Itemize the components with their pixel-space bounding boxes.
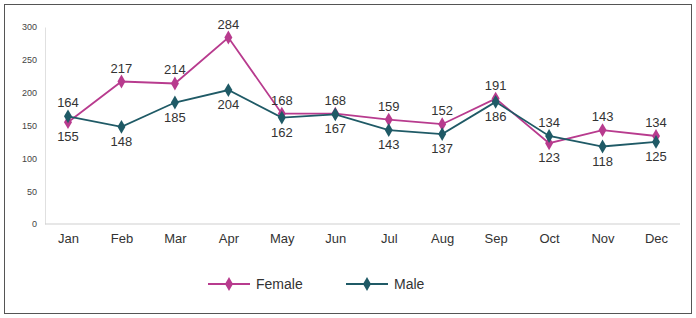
data-label: 123 xyxy=(538,150,560,165)
series-marker xyxy=(438,127,446,141)
series-marker xyxy=(171,77,179,91)
legend-item: Female xyxy=(208,276,303,292)
series-marker xyxy=(331,107,339,121)
series-line xyxy=(68,90,656,146)
x-tick: Jun xyxy=(325,224,346,246)
data-label: 168 xyxy=(271,93,293,108)
data-label: 168 xyxy=(324,93,346,108)
x-tick-label: Apr xyxy=(219,231,240,246)
y-tick-label: 50 xyxy=(27,187,37,197)
legend-marker xyxy=(225,277,233,291)
x-tick-label: Jul xyxy=(381,231,398,246)
frame xyxy=(5,5,692,314)
series-marker xyxy=(64,109,72,123)
x-axis-line xyxy=(45,224,680,225)
data-label: 134 xyxy=(538,115,560,130)
data-label: 159 xyxy=(378,99,400,114)
data-label: 217 xyxy=(111,61,133,76)
series-marker xyxy=(599,140,607,154)
data-label: 164 xyxy=(57,95,79,110)
series-marker xyxy=(545,129,553,143)
data-label: 143 xyxy=(378,137,400,152)
x-tick-label: Sep xyxy=(485,231,508,246)
plot-area xyxy=(64,31,660,154)
y-tick: 200 xyxy=(22,88,45,98)
series-marker xyxy=(492,95,500,109)
series-marker xyxy=(171,96,179,110)
data-labels: 155 217 214 284 168 168 159 152 191 123 143 134 164 1… xyxy=(57,17,667,169)
x-tick-label: May xyxy=(270,231,295,246)
y-tick-label: 0 xyxy=(32,219,37,229)
data-label: 152 xyxy=(431,103,453,118)
legend-label: Male xyxy=(394,276,425,292)
x-tick-label: Oct xyxy=(539,231,560,246)
data-label: 204 xyxy=(218,97,240,112)
legend-marker xyxy=(363,277,371,291)
data-label: 155 xyxy=(57,129,79,144)
series-marker xyxy=(224,83,232,97)
y-tick: 150 xyxy=(22,121,45,131)
x-tick: Aug xyxy=(431,224,454,246)
x-tick-label: Jan xyxy=(58,231,79,246)
x-tick-label: Nov xyxy=(591,231,615,246)
y-tick-label: 100 xyxy=(22,154,37,164)
series-marker xyxy=(385,123,393,137)
x-tick: Feb xyxy=(111,224,133,246)
legend-label: Female xyxy=(256,276,303,292)
series-marker xyxy=(278,111,286,125)
series-line xyxy=(68,38,656,144)
chart: 0 50 100 150 200 250 300 Jan Feb Mar Apr May Jun Jul A… xyxy=(0,0,696,318)
data-label: 137 xyxy=(431,141,453,156)
data-label: 125 xyxy=(645,149,667,164)
data-label: 162 xyxy=(271,125,293,140)
y-tick-label: 200 xyxy=(22,88,37,98)
x-tick: Nov xyxy=(591,224,615,246)
y-axis: 0 50 100 150 200 250 300 xyxy=(22,22,46,229)
data-label: 118 xyxy=(592,154,613,169)
series-marker xyxy=(224,31,232,45)
data-label: 185 xyxy=(164,110,186,125)
data-label: 214 xyxy=(164,62,186,77)
data-label: 167 xyxy=(324,121,346,136)
y-tick-label: 300 xyxy=(22,22,37,32)
y-tick-label: 150 xyxy=(22,121,37,131)
data-label: 191 xyxy=(485,78,507,93)
x-tick: Jul xyxy=(381,224,398,246)
series-marker xyxy=(117,120,125,134)
data-label: 134 xyxy=(645,115,667,130)
y-tick-label: 250 xyxy=(22,55,37,65)
data-label: 143 xyxy=(592,109,614,124)
y-tick: 0 xyxy=(32,219,45,229)
x-tick: Apr xyxy=(219,224,240,246)
series-marker xyxy=(331,107,339,121)
y-tick: 100 xyxy=(22,154,45,164)
x-tick: Mar xyxy=(164,224,187,246)
data-label: 284 xyxy=(218,17,240,32)
x-axis: Jan Feb Mar Apr May Jun Jul Aug Sep Oct Nov Dec xyxy=(45,224,680,246)
x-tick: Jan xyxy=(58,224,79,246)
data-label: 148 xyxy=(111,134,133,149)
x-tick: Sep xyxy=(485,224,508,246)
y-tick: 50 xyxy=(27,187,45,197)
x-tick-label: Dec xyxy=(645,231,669,246)
x-tick-label: Aug xyxy=(431,231,454,246)
legend-item: Male xyxy=(346,276,425,292)
y-tick: 250 xyxy=(22,55,45,65)
data-label: 186 xyxy=(485,109,507,124)
x-tick: Oct xyxy=(539,224,560,246)
legend: Female Male xyxy=(208,276,425,292)
x-tick: May xyxy=(270,224,295,246)
series-marker xyxy=(652,135,660,149)
series-marker xyxy=(599,123,607,137)
y-axis-line xyxy=(45,28,46,225)
series-marker xyxy=(117,75,125,89)
x-tick-label: Mar xyxy=(164,231,187,246)
y-tick: 300 xyxy=(22,22,45,32)
x-tick-label: Feb xyxy=(111,231,133,246)
x-tick: Dec xyxy=(645,224,669,246)
x-tick-label: Jun xyxy=(325,231,346,246)
